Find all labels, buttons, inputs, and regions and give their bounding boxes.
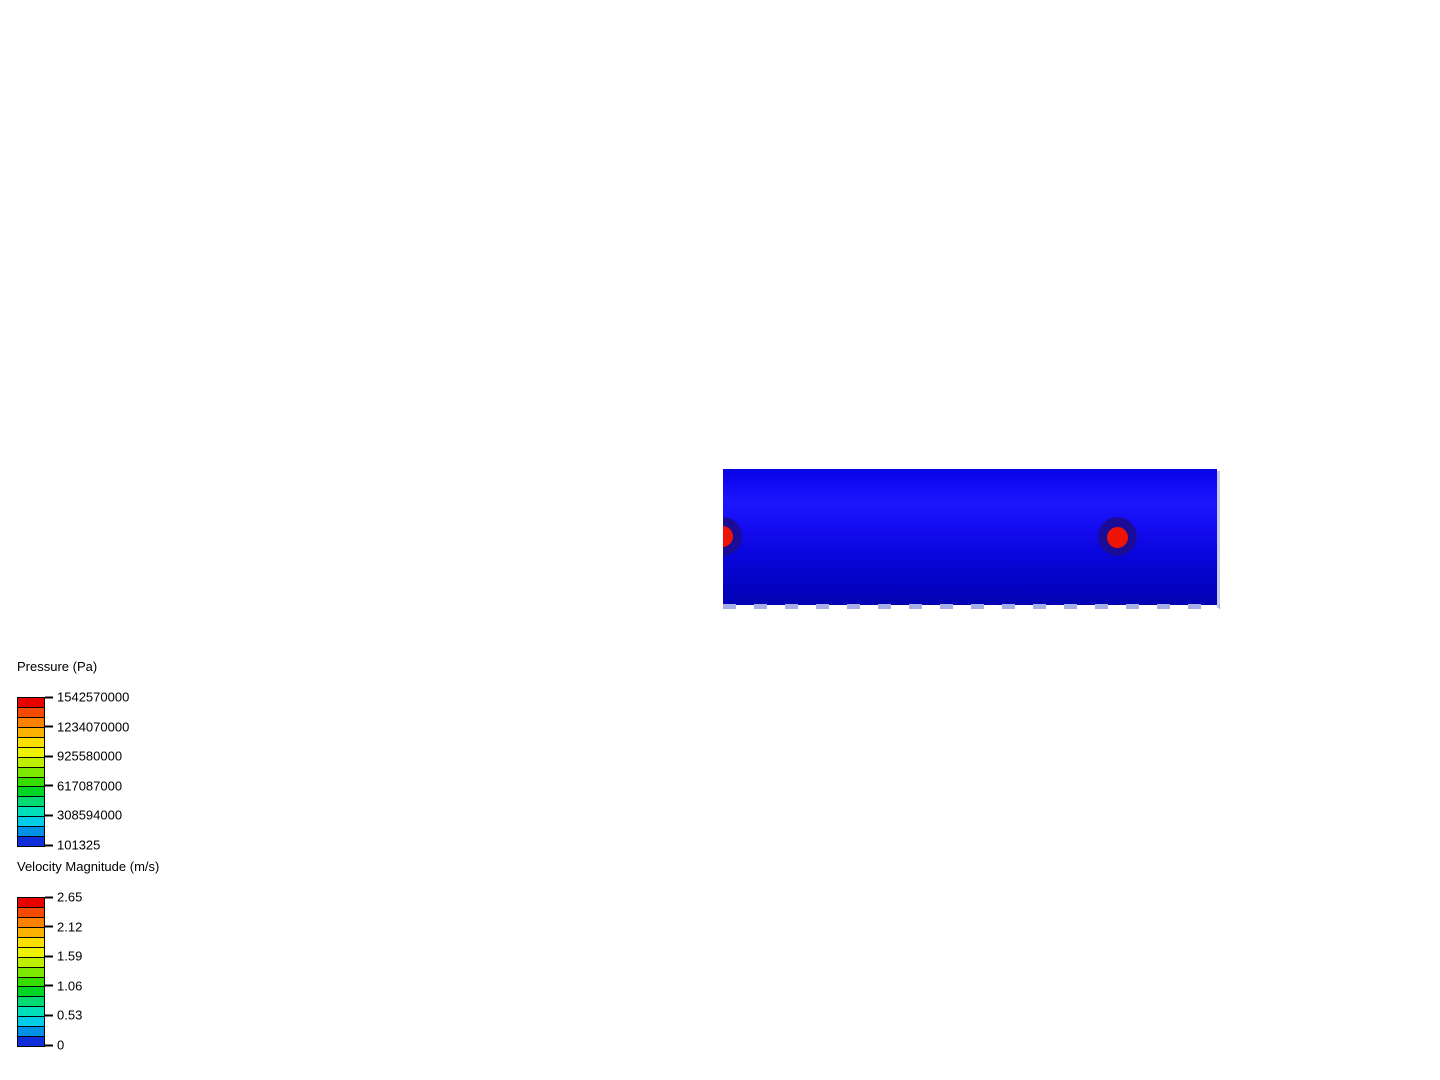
velocity-colorbar-band [18, 907, 44, 918]
pressure-tick-label: 617087000 [57, 778, 123, 794]
pressure-colorbar-band [18, 797, 44, 808]
velocity-tick-label: 0.53 [57, 1007, 83, 1023]
pressure-colorbar-band [18, 767, 44, 778]
pressure-tick-label: 101325 [57, 837, 101, 853]
pressure-colorbar-ticks: 1542570000 1234070000 925580000 617087000 30… [45, 690, 205, 853]
velocity-tick-mark [45, 1044, 53, 1046]
velocity-tick-label: 0 [57, 1037, 65, 1053]
pressure-tick-mark [45, 814, 53, 817]
velocity-colorbar-band [18, 987, 44, 998]
outlet-probe-point [1107, 527, 1128, 548]
velocity-colorbar-ticks: 2.65 2.12 1.59 1.06 0.53 0 [45, 890, 205, 1053]
velocity-legend: Velocity Magnitude (m/s) 2.65 2.12 1.59 1.0… [17, 859, 237, 1059]
pressure-colorbar-band [18, 727, 44, 738]
velocity-tick-mark [45, 925, 53, 928]
velocity-colorbar-band [18, 967, 44, 978]
velocity-colorbar-band [18, 977, 44, 988]
velocity-colorbar-band [18, 1017, 44, 1028]
velocity-tick-label: 1.06 [57, 978, 83, 994]
velocity-colorbar-band [18, 937, 44, 948]
pressure-tick-label: 925580000 [57, 748, 123, 764]
pressure-tick-mark [45, 844, 53, 846]
pressure-colorbar-band [18, 757, 44, 768]
velocity-tick-label: 2.65 [57, 889, 83, 905]
velocity-colorbar-band [18, 997, 44, 1008]
pressure-colorbar-band [18, 747, 44, 758]
pressure-tick-mark [45, 725, 53, 728]
pressure-tick-mark [45, 696, 53, 698]
velocity-tick-mark [45, 1014, 53, 1017]
velocity-colorbar-band [18, 957, 44, 968]
pressure-colorbar-band [18, 737, 44, 748]
pressure-colorbar-band [18, 807, 44, 818]
pipe-edge-shadow [1217, 471, 1220, 608]
velocity-colorbar-band [18, 1037, 44, 1047]
velocity-tick-label: 1.59 [57, 948, 83, 964]
pressure-tick-label: 308594000 [57, 807, 123, 823]
velocity-colorbar [17, 897, 45, 1047]
pressure-colorbar-band [18, 817, 44, 828]
pressure-colorbar-band [18, 698, 44, 708]
pressure-colorbar-band [18, 787, 44, 798]
pipe-bottom-mesh-dashes [723, 604, 1220, 609]
pressure-colorbar-band [18, 777, 44, 788]
velocity-colorbar-band [18, 917, 44, 928]
pressure-colorbar [17, 697, 45, 847]
velocity-tick-mark [45, 955, 53, 958]
velocity-tick-label: 2.12 [57, 919, 83, 935]
velocity-colorbar-band [18, 927, 44, 938]
pressure-colorbar-band [18, 837, 44, 847]
velocity-colorbar-band [18, 947, 44, 958]
pressure-colorbar-band [18, 827, 44, 838]
velocity-colorbar-band [18, 1007, 44, 1018]
pressure-tick-label: 1542570000 [57, 689, 130, 705]
velocity-colorbar-band [18, 1027, 44, 1038]
pressure-legend: Pressure (Pa) 1542570000 1234070000 925580… [17, 659, 237, 859]
pressure-tick-label: 1234070000 [57, 719, 130, 735]
velocity-tick-mark [45, 984, 53, 987]
pressure-colorbar-band [18, 717, 44, 728]
pipe-model-surface[interactable] [723, 469, 1217, 605]
pressure-colorbar-band [18, 707, 44, 718]
velocity-legend-title: Velocity Magnitude (m/s) [17, 859, 160, 874]
velocity-colorbar-band [18, 898, 44, 908]
pressure-legend-title: Pressure (Pa) [17, 659, 98, 674]
pressure-tick-mark [45, 755, 53, 758]
velocity-tick-mark [45, 896, 53, 898]
inlet-probe-point [723, 526, 733, 547]
pressure-tick-mark [45, 784, 53, 787]
